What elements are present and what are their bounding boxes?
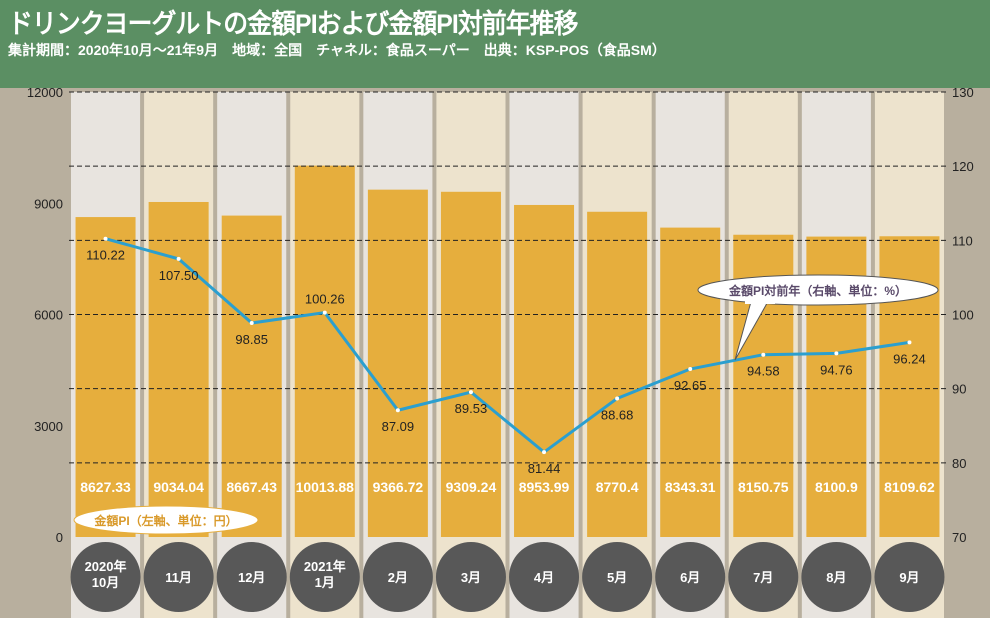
line-value-label: 98.85 <box>235 332 268 347</box>
bar <box>514 204 575 537</box>
line-value-label: 110.22 <box>86 248 125 263</box>
category-label: 12月 <box>238 570 265 585</box>
chart-title: ドリンクヨーグルトの金額PIおよび金額PI対前年推移 <box>8 9 578 39</box>
bar-value-label: 8667.43 <box>226 479 277 495</box>
line-value-label: 87.09 <box>382 419 415 434</box>
category-label: 7月 <box>753 570 773 585</box>
left-axis-tick: 3000 <box>34 419 63 434</box>
right-axis-tick: 110 <box>952 233 973 248</box>
line-point <box>542 450 547 455</box>
line-point <box>395 408 400 413</box>
category-label: 8月 <box>826 570 846 585</box>
bar-value-label: 9309.24 <box>446 479 497 495</box>
line-legend-pointer-mask <box>745 296 775 304</box>
line-value-label: 96.24 <box>893 351 926 366</box>
bar-value-label: 9034.04 <box>153 479 204 495</box>
bar-value-label: 9366.72 <box>373 479 424 495</box>
category-circle <box>216 542 287 612</box>
line-point <box>834 351 839 356</box>
category-label: 2021年 <box>304 559 346 574</box>
bar-value-label: 8100.9 <box>815 479 858 495</box>
category-circle <box>143 542 214 612</box>
right-axis-tick: 80 <box>952 456 966 471</box>
line-value-label: 107.50 <box>159 268 199 283</box>
category-label: 2月 <box>388 570 408 585</box>
line-series <box>105 237 910 455</box>
category-label: 11月 <box>165 570 192 585</box>
category-label: 10月 <box>92 575 119 590</box>
right-axis-tick: 90 <box>952 382 966 397</box>
line-point <box>468 390 473 395</box>
category-circle <box>70 542 141 612</box>
category-label: 1月 <box>315 575 335 590</box>
line-value-label: 94.76 <box>820 362 853 377</box>
line-point <box>688 367 693 372</box>
bar-value-label: 8770.4 <box>596 479 639 495</box>
bar <box>294 165 355 537</box>
category-circle <box>728 542 799 612</box>
left-axis-tick: 6000 <box>34 308 63 323</box>
category-circle <box>801 542 872 612</box>
category-circle <box>289 542 360 612</box>
right-axis-tick: 70 <box>952 530 966 545</box>
bar-legend-bubble <box>73 505 259 535</box>
bar-value-label: 8627.33 <box>80 479 131 495</box>
bar <box>367 189 428 537</box>
left-axis-tick: 9000 <box>34 196 63 211</box>
bar-legend-label: 金額PI（左軸、単位：円） <box>93 513 237 528</box>
category-circle <box>509 542 580 612</box>
right-axis-tick: 130 <box>952 85 974 100</box>
bar-value-label: 8150.75 <box>738 479 789 495</box>
category-circle <box>874 542 945 612</box>
line-point <box>907 340 912 345</box>
right-axis-tick: 100 <box>952 308 974 323</box>
line-value-label: 89.53 <box>455 401 488 416</box>
line-point <box>761 352 766 357</box>
line-point <box>615 396 620 401</box>
bar <box>221 215 282 537</box>
bar <box>660 227 721 538</box>
category-label: 9月 <box>899 570 919 585</box>
line-legend-label: 金額PI対前年（右軸、単位：%） <box>728 283 907 298</box>
right-axis-tick: 120 <box>952 159 974 174</box>
category-label: 5月 <box>607 570 627 585</box>
bar-value-label: 8953.99 <box>519 479 570 495</box>
category-circle <box>435 542 506 612</box>
line-value-label: 92.65 <box>674 378 707 393</box>
line-point <box>322 310 327 315</box>
category-label: 6月 <box>680 570 700 585</box>
bar-value-label: 8343.31 <box>665 479 716 495</box>
line-value-label: 94.58 <box>747 364 780 379</box>
line-value-label: 88.68 <box>601 407 634 422</box>
category-circle <box>582 542 653 612</box>
category-circle <box>655 542 726 612</box>
bar <box>75 217 136 538</box>
bar <box>587 211 648 537</box>
category-circle <box>362 542 433 612</box>
line-point <box>249 321 254 326</box>
bar <box>440 191 501 537</box>
left-axis-tick: 0 <box>56 530 63 545</box>
category-label: 3月 <box>461 570 481 585</box>
line-value-label: 100.26 <box>305 292 345 307</box>
line-point <box>103 236 108 241</box>
line-value-label: 81.44 <box>528 461 561 476</box>
bar-value-label: 8109.62 <box>884 479 935 495</box>
line-point <box>176 256 181 261</box>
header: ドリンクヨーグルトの金額PIおよび金額PI対前年推移 集計期間：2020年10月… <box>0 0 990 88</box>
category-label: 4月 <box>534 570 554 585</box>
left-axis-tick: 12000 <box>27 85 63 100</box>
category-label: 2020年 <box>85 559 127 574</box>
bar-value-label: 10013.88 <box>296 479 355 495</box>
chart-subtitle: 集計期間：2020年10月～21年9月 地域：全国 チャネル：食品スーパー 出典… <box>8 42 666 58</box>
